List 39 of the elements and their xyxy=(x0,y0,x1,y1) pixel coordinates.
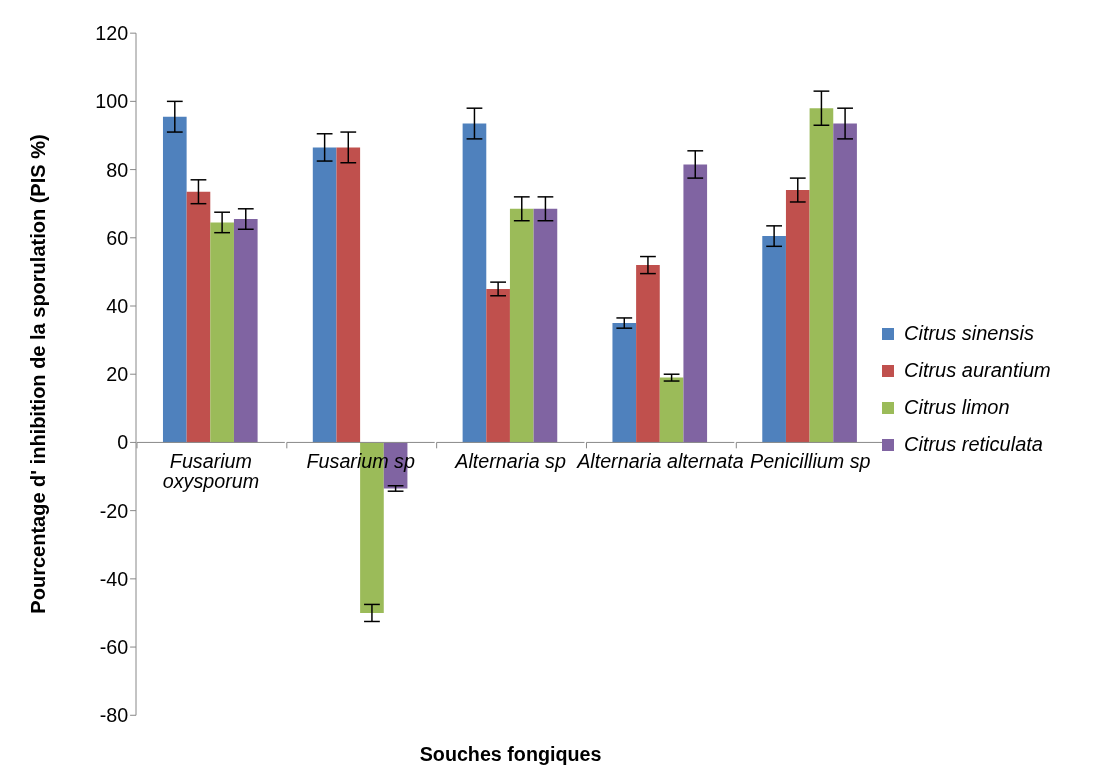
bar xyxy=(163,116,187,443)
bar xyxy=(809,108,834,443)
bar xyxy=(786,190,810,443)
y-tick-label: -20 xyxy=(99,499,129,522)
bar xyxy=(186,191,211,443)
bar xyxy=(210,222,235,443)
bar xyxy=(312,147,337,443)
x-axis-title: Souches fongiques xyxy=(419,742,602,765)
y-tick-label: -40 xyxy=(99,567,129,590)
x-tick-label: Alternaria alternata xyxy=(576,450,744,473)
bar xyxy=(533,208,558,443)
bar xyxy=(612,323,637,443)
y-tick-label: 40 xyxy=(106,295,129,317)
y-axis-title: Pourcentage d' inhibition de la sporulation (PIS %) xyxy=(26,133,50,616)
bar xyxy=(234,219,258,443)
bar xyxy=(462,123,487,443)
y-tick-label: -60 xyxy=(99,636,129,659)
legend-label: Citrus sinensis xyxy=(904,322,1035,345)
bar xyxy=(510,208,534,443)
bar xyxy=(762,236,787,443)
y-tick-label: 80 xyxy=(106,158,129,181)
bar xyxy=(683,164,708,443)
bar xyxy=(486,288,511,443)
y-tick-label: 120 xyxy=(95,22,129,45)
legend-label: Citrus aurantium xyxy=(904,359,1051,382)
x-tick-label: Alternaria sp xyxy=(454,450,567,473)
y-tick-label: 60 xyxy=(106,226,129,249)
bar xyxy=(833,123,858,443)
legend-label: Citrus reticulata xyxy=(904,433,1043,456)
bar xyxy=(636,265,660,443)
bar xyxy=(659,377,684,443)
legend-label: Citrus limon xyxy=(904,396,1010,419)
x-tick-label: Penicillium sp xyxy=(750,450,871,473)
y-tick-label: -80 xyxy=(99,704,129,727)
y-tick-label: 20 xyxy=(106,363,129,386)
y-tick-label: 100 xyxy=(95,90,129,113)
y-tick-label: 0 xyxy=(117,431,129,454)
x-tick-label: Fusarium oxysporum xyxy=(162,450,260,492)
bar xyxy=(336,147,361,443)
